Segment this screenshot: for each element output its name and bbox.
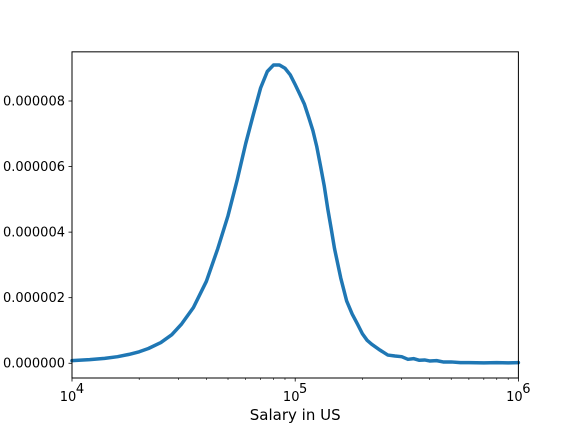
y-tick-label: 0.000006 [3,160,65,175]
x-tick-exponent: 4 [76,382,84,397]
y-axis: 0.000000 0.000002 0.000004 0.000006 0.000008 [3,95,72,372]
y-tick-label: 0.000000 [3,357,65,372]
x-tick-label: 10 [60,390,77,405]
plot-area [70,63,521,365]
y-tick-label: 0.000002 [3,291,65,306]
x-tick-label: 10 [283,390,300,405]
y-tick-label: 0.000004 [3,226,65,241]
x-axis-label: Salary in US [250,406,341,424]
series-line-1 [70,63,521,365]
axes-frame [71,51,519,379]
y-tick-label: 0.000008 [3,95,65,110]
x-tick-label: 10 [506,390,523,405]
x-tick-exponent: 5 [299,382,307,397]
x-tick-exponent: 6 [522,382,530,397]
